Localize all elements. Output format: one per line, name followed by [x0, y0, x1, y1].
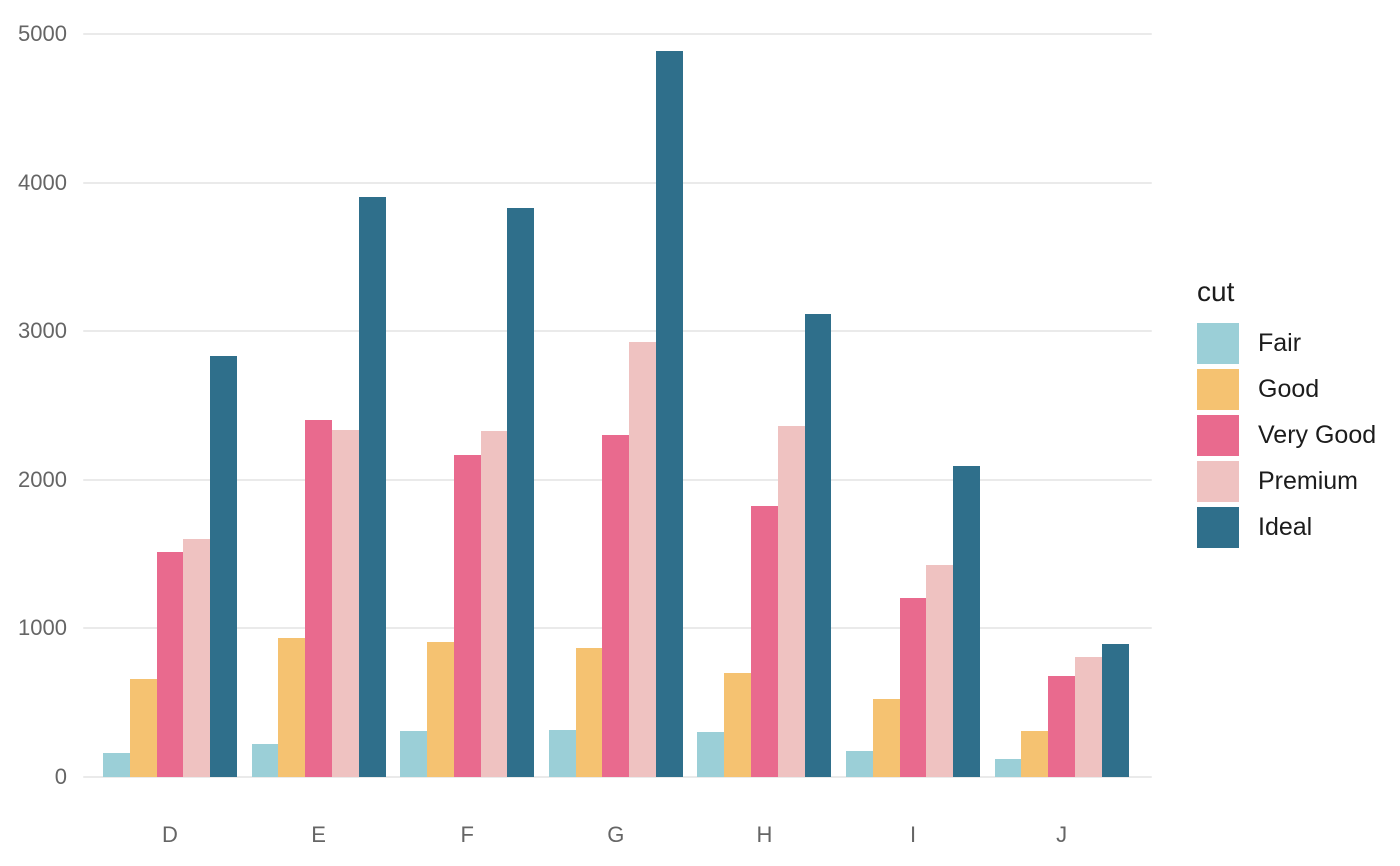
- legend-label-Premium: Premium: [1258, 467, 1359, 495]
- bar-H-Very-Good: [751, 505, 778, 777]
- bar-I-Fair: [846, 750, 873, 777]
- bar-F-Premium: [480, 430, 508, 777]
- bar-J-Ideal: [1101, 643, 1129, 777]
- bar-G-Fair: [548, 730, 576, 777]
- x-tick-label-I: I: [909, 822, 917, 847]
- bar-H-Ideal: [804, 314, 832, 777]
- bar-D-Good: [129, 678, 157, 777]
- x-tick-label-G: G: [607, 822, 625, 847]
- bar-J-Premium: [1075, 656, 1102, 777]
- legend: cut Fair Good Very Good Premium Ideal: [1197, 276, 1376, 548]
- legend-label-Good: Good: [1258, 375, 1320, 403]
- bar-J-Good: [1021, 731, 1049, 777]
- bar-E-Very-Good: [305, 420, 332, 777]
- legend-swatch-Ideal: [1197, 507, 1239, 548]
- legend-label-Fair: Fair: [1258, 329, 1302, 357]
- bar-H-Fair: [697, 731, 725, 777]
- bar-F-Ideal: [507, 208, 535, 777]
- bar-G-Very-Good: [602, 435, 630, 777]
- legend-swatch-Premium: [1197, 461, 1239, 502]
- bar-H-Premium: [777, 426, 805, 777]
- gridline-5000: [83, 33, 1152, 35]
- x-tick-label-H: H: [756, 822, 773, 847]
- bar-I-Good: [872, 699, 900, 777]
- bar-E-Fair: [251, 743, 279, 777]
- bar-E-Ideal: [358, 197, 386, 777]
- legend-item-Good: Good: [1197, 369, 1319, 410]
- bar-H-Good: [724, 672, 751, 777]
- x-tick-label-J: J: [1056, 822, 1068, 847]
- bar-D-Fair: [103, 752, 130, 777]
- y-tick-label-2000: 2000: [18, 466, 67, 492]
- legend-swatch-Very-Good: [1197, 415, 1239, 456]
- bar-J-Very-Good: [1048, 676, 1075, 777]
- bar-D-Ideal: [210, 355, 237, 777]
- bar-F-Fair: [400, 730, 427, 777]
- bar-I-Very-Good: [899, 598, 927, 777]
- y-tick-label-1000: 1000: [18, 615, 67, 641]
- legend-item-Fair: Fair: [1197, 323, 1301, 364]
- bar-E-Good: [278, 638, 306, 777]
- legend-item-Ideal: Ideal: [1197, 507, 1312, 548]
- bar-J-Fair: [994, 759, 1022, 777]
- bar-G-Premium: [629, 342, 656, 777]
- legend-item-Very-Good: Very Good: [1197, 415, 1376, 456]
- x-tick-label-D: D: [162, 822, 178, 847]
- legend-title: cut: [1197, 276, 1235, 307]
- y-tick-label-5000: 5000: [18, 21, 67, 46]
- legend-label-Ideal: Ideal: [1258, 513, 1313, 541]
- gridline-3000: [83, 330, 1152, 333]
- y-tick-label-3000: 3000: [18, 318, 67, 344]
- bar-I-Ideal: [953, 465, 980, 777]
- x-tick-label-F: F: [460, 822, 474, 847]
- bar-F-Good: [427, 641, 454, 777]
- y-tick-label-4000: 4000: [18, 169, 67, 195]
- legend-swatch-Good: [1197, 369, 1239, 410]
- gridline-0: [83, 776, 1152, 778]
- gridline-4000: [83, 181, 1152, 184]
- x-tick-label-E: E: [311, 822, 326, 847]
- bar-F-Very-Good: [453, 455, 481, 777]
- bar-G-Good: [575, 647, 603, 777]
- y-tick-label-0: 0: [54, 764, 67, 789]
- bar-E-Premium: [332, 429, 359, 777]
- bar-G-Ideal: [656, 51, 683, 777]
- legend-swatch-Fair: [1197, 323, 1239, 364]
- bar-D-Premium: [183, 538, 211, 777]
- bar-I-Premium: [926, 564, 954, 777]
- bar-D-Very-Good: [156, 552, 184, 777]
- legend-item-Premium: Premium: [1197, 461, 1358, 502]
- legend-label-Very-Good: Very Good: [1258, 421, 1377, 449]
